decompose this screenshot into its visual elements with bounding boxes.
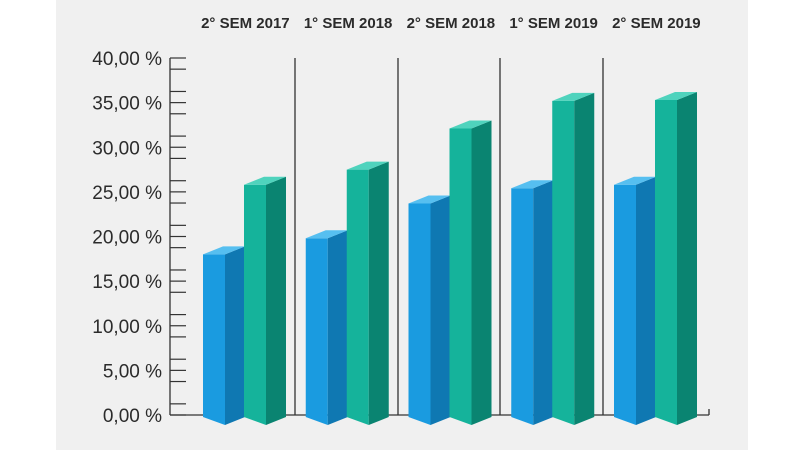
bar-front-face [511,188,534,425]
bar-top-face [408,195,451,204]
bar-top-face [346,161,389,170]
bar-side-face [636,176,656,425]
bar-front-face [552,100,575,425]
bar-side-face [368,161,389,425]
bar-top-face [511,180,554,189]
y-tick-label: 0,00 % [103,406,162,427]
bar-top-face [614,176,656,185]
y-tick-label: 30,00 % [92,138,162,159]
bar-series-2 [244,176,286,425]
bar-side-face [677,91,697,425]
bar-series-2 [655,91,697,425]
bar-top-face [305,230,348,239]
bar-side-face [430,195,451,425]
y-tick-label: 5,00 % [103,361,162,382]
bar-side-face [266,176,286,425]
category-label: 2° SEM 2017 [201,15,290,32]
bar-top-face [552,92,595,101]
bar-series-2 [449,120,492,425]
bar-front-face [449,128,472,425]
bar-front-face [203,254,225,425]
y-tick-label: 25,00 % [92,183,162,204]
bar-series-2 [346,161,389,425]
y-tick-label: 15,00 % [92,272,162,293]
bar-front-face [244,184,266,425]
category-label: 2° SEM 2018 [407,15,496,32]
bar-side-face [574,92,595,425]
bar-front-face [408,203,431,425]
category-label: 1° SEM 2019 [509,15,598,32]
bar-front-face [346,169,369,425]
bar-top-face [244,176,286,185]
bar-front-face [614,184,636,425]
category-label: 2° SEM 2019 [612,15,701,32]
bar-series-1 [203,246,245,425]
bar-top-face [449,120,492,129]
bar-top-face [655,91,697,100]
bar-series-2 [552,92,595,425]
bar-front-face [655,99,677,425]
bar-side-face [225,246,245,425]
bar-side-face [471,120,492,425]
y-tick-label: 40,00 % [92,49,162,70]
bar-front-face [305,238,328,425]
bar-side-face [327,230,348,425]
bar-series-1 [511,180,554,425]
y-tick-label: 20,00 % [92,228,162,249]
category-label: 1° SEM 2018 [304,15,393,32]
bar-side-face [533,180,554,425]
bar-top-face [203,246,245,255]
bar-series-1 [408,195,451,425]
bar-series-1 [614,176,656,425]
bar-series-1 [305,230,348,425]
y-tick-label: 35,00 % [92,94,162,115]
y-tick-label: 10,00 % [92,317,162,338]
